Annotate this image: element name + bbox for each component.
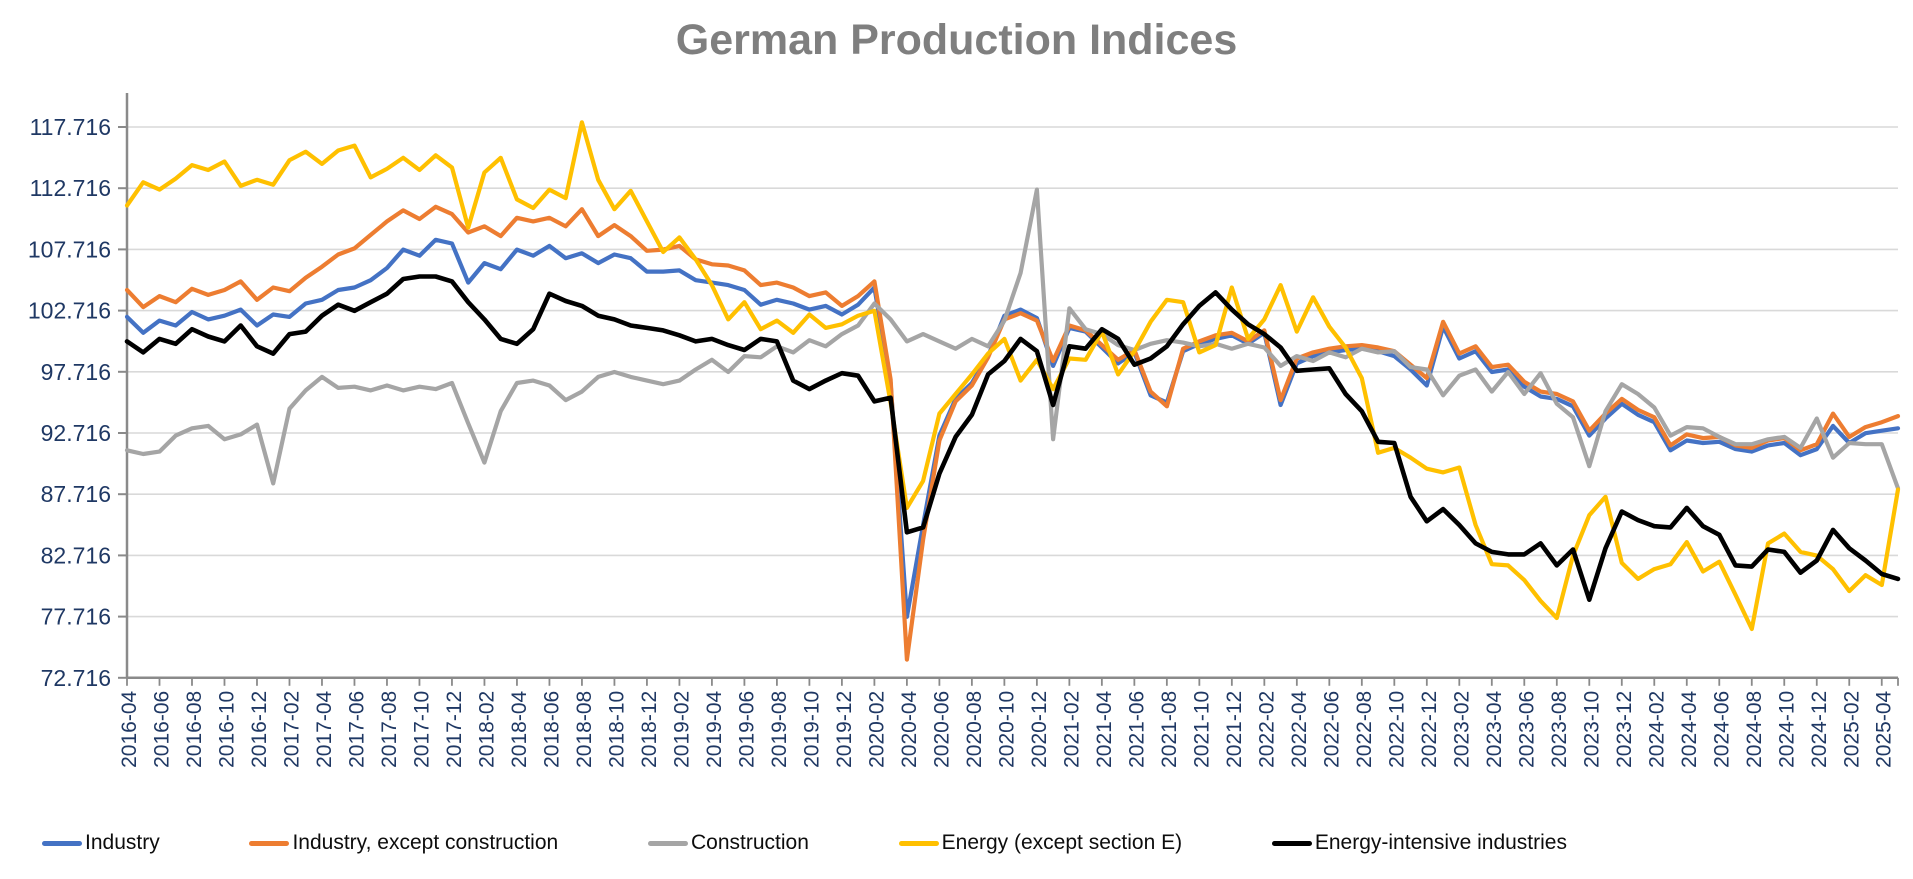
x-axis-label: 2025-02 [1840,691,1863,768]
x-axis-label: 2018-12 [638,691,661,768]
y-axis-label: 107.716 [28,236,111,262]
x-axis-label: 2021-06 [1125,691,1148,768]
x-axis-label: 2023-10 [1580,691,1603,768]
legend-label: Industry [85,831,160,854]
y-axis-label: 117.716 [30,114,111,140]
x-axis-label: 2016-08 [183,691,206,768]
x-axis-label: 2024-02 [1645,691,1668,768]
x-axis-label: 2021-12 [1223,691,1246,768]
x-axis-label: 2019-08 [768,691,791,768]
x-axis-label: 2017-08 [378,691,401,768]
x-axis-label: 2022-08 [1353,691,1376,768]
series-line-energy-except-section-e [124,120,1901,632]
x-axis-label: 2019-04 [703,690,726,767]
x-axis-label: 2018-08 [573,691,596,768]
x-axis-label: 2020-10 [995,691,1018,768]
legend-swatch [42,840,82,846]
x-axis-label: 2020-12 [1028,691,1051,768]
y-axis-label: 72.716 [41,665,111,691]
legend: Industry Industry, except construction Con… [42,831,1567,855]
legend-label: Energy-intensive industries [1314,831,1567,854]
x-axis-label: 2021-08 [1158,691,1181,768]
y-axis-label: 97.716 [41,359,111,385]
x-axis-label: 2024-12 [1808,691,1831,768]
legend-label: Industry, except construction [292,831,559,854]
legend-swatch [647,840,688,846]
x-axis-label: 2022-10 [1385,691,1408,768]
x-axis-label: 2024-10 [1775,691,1798,768]
x-axis-label: 2017-10 [410,691,433,768]
x-axis-label: 2018-10 [605,691,628,768]
x-axis-label: 2024-08 [1743,691,1766,768]
y-axis-label: 112.716 [30,175,111,201]
legend-item: Construction [647,831,809,855]
series-line-construction [124,187,1901,491]
x-axis-label: 2024-04 [1678,690,1701,767]
x-axis-label: 2019-02 [670,691,693,768]
x-axis-label: 2024-06 [1710,691,1733,768]
chart-title: German Production Indices [675,16,1238,64]
legend-label: Construction [690,831,809,854]
x-axis-label: 2020-08 [963,691,986,768]
x-axis-label: 2023-08 [1548,691,1571,768]
x-axis-label: 2016-06 [150,691,173,768]
x-axis-label: 2021-04 [1093,690,1116,767]
x-axis-label: 2022-02 [1255,691,1278,768]
x-axis-label: 2025-04 [1873,690,1896,767]
x-axis-label: 2023-04 [1483,690,1506,767]
x-axis-label: 2016-12 [248,691,271,768]
legend-item: Energy (except section E) [898,831,1183,855]
x-axis-label: 2017-12 [443,691,466,768]
x-axis-label: 2019-06 [735,691,758,768]
x-axis-label: 2020-04 [898,690,921,767]
x-axis-label: 2021-10 [1190,691,1213,768]
x-axis-label: 2018-04 [508,690,531,767]
legend-swatch [1271,840,1312,846]
x-axis-label: 2019-10 [800,691,823,768]
x-axis-label: 2022-04 [1288,690,1311,767]
x-axis-label: 2022-06 [1320,691,1343,768]
series-line-energy-intensive-industries [124,274,1901,603]
x-axis-label: 2017-04 [313,690,336,767]
x-axis-label: 2022-12 [1418,691,1441,768]
legend-item: Industry, except construction [249,831,558,855]
x-axis-label: 2018-02 [475,691,498,768]
legend-item: Industry [42,831,160,855]
legend-swatch [249,840,290,846]
x-axis-label: 2023-12 [1613,691,1636,768]
legend-item: Energy-intensive industries [1271,831,1567,855]
x-axis-label: 2023-02 [1450,691,1473,768]
x-axis-label: 2016-04 [118,690,141,767]
x-axis-label: 2021-02 [1060,691,1083,768]
x-axis-label: 2016-10 [215,691,238,768]
x-axis-label: 2018-06 [540,691,563,768]
x-axis-label: 2017-06 [345,691,368,768]
x-axis-label: 2023-06 [1515,691,1538,768]
y-axis-label: 77.716 [41,604,111,630]
x-axis-label: 2019-12 [833,691,856,768]
x-axis-label: 2017-02 [280,691,303,768]
x-axis-label: 2020-02 [865,691,888,768]
y-axis-label: 82.716 [41,542,111,568]
y-axis-label: 102.716 [28,298,111,324]
legend-label: Energy (except section E) [941,831,1183,854]
legend-swatch [898,840,939,846]
x-axis-label: 2020-06 [930,691,953,768]
y-axis-label: 87.716 [41,481,111,507]
y-axis-label: 92.716 [41,420,111,446]
